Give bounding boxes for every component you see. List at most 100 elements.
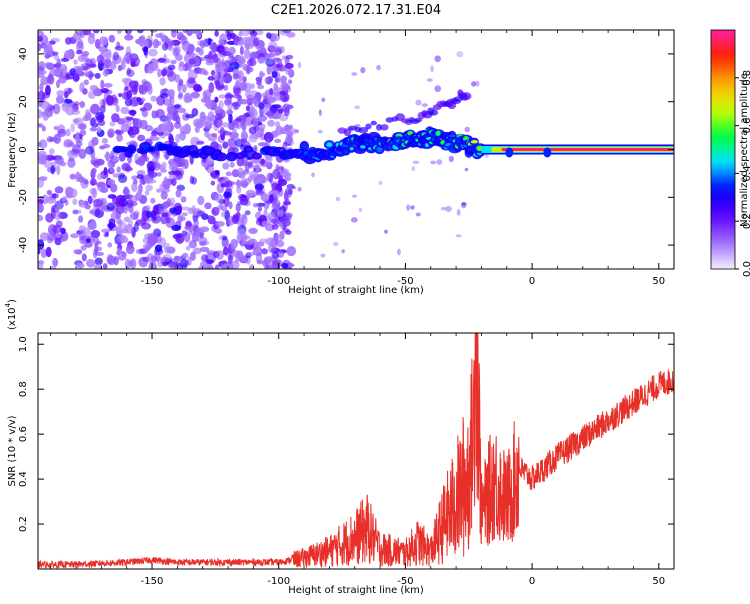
- spectrogram-noise-cell: [83, 79, 89, 86]
- spectrogram-noise-cell: [87, 195, 93, 205]
- spectrogram-tone-core: [501, 148, 674, 151]
- spectrogram-noise-cell: [456, 208, 461, 216]
- snr-panel: -150 -100 -50 0 50 0.2 0.4 0.6 0.8 1.0 Height of…: [4, 299, 675, 596]
- spectrogram-noise-cell: [199, 226, 210, 233]
- spectrogram-noise-cell: [245, 43, 254, 49]
- spectrogram-noise-cell: [58, 63, 68, 72]
- spectrogram-noise-cell: [89, 178, 97, 186]
- spectrogram-noise-cell: [96, 54, 104, 64]
- spectrogram-noise-cell: [196, 210, 205, 217]
- spectrogram-x-ticks: -150 -100 -50 0 50: [50, 30, 665, 287]
- spectrogram-noise-cell: [223, 84, 229, 91]
- spectrogram-noise-cell: [84, 108, 91, 120]
- spectrogram-dip: [505, 147, 514, 158]
- spectrogram-noise-cell: [87, 222, 97, 231]
- spectrogram-noise-cell: [173, 170, 182, 176]
- spectrogram-noise-cell: [241, 214, 248, 225]
- spectrogram-noise-cell: [254, 183, 265, 190]
- spectrogram-x-tick-label: 0: [529, 276, 535, 287]
- spectrogram-noise-cell: [42, 109, 50, 121]
- spectrogram-noise-cell: [288, 249, 294, 256]
- spectrogram-noise-cell: [215, 250, 224, 260]
- spectrogram-noise-cell: [85, 238, 91, 243]
- spectrogram-noise-cell: [247, 160, 254, 169]
- spectrogram-noise-cell: [78, 148, 87, 160]
- spectrogram-noise-cell: [249, 51, 259, 60]
- spectrogram-y-tick-label: 0: [18, 146, 29, 152]
- spectrogram-noise-cell: [484, 153, 489, 158]
- spectrogram-noise-cell: [218, 94, 226, 99]
- spectrogram-noise-cell: [265, 58, 276, 67]
- spectrogram-branch-cell: [370, 120, 377, 126]
- spectrogram-noise-cell: [44, 62, 53, 67]
- spectrogram-noise-cell: [378, 180, 383, 186]
- spectrogram-noise-cell: [265, 110, 274, 117]
- spectrogram-ridge-core: [326, 142, 333, 147]
- spectrogram-noise-cell: [67, 142, 75, 147]
- spectrogram-noise-cell: [94, 257, 103, 266]
- spectrogram-noise-cell: [38, 177, 45, 188]
- snr-x-ticks: -150 -100 -50 0 50: [50, 333, 665, 587]
- spectrogram-noise-cell: [102, 64, 109, 71]
- spectrogram-noise-cell: [240, 180, 248, 189]
- spectrogram-noise-cell: [265, 91, 270, 97]
- spectrogram-noise-cell: [275, 125, 283, 136]
- spectrogram-noise-cell: [255, 163, 261, 173]
- spectrogram-noise-cell: [120, 106, 130, 115]
- spectrogram-noise-cell: [162, 98, 172, 106]
- spectrogram-noise-cell: [455, 234, 462, 238]
- spectrogram-panel: -150 -100 -50 0 50 -40 -20 0 20 40 Height of str…: [7, 29, 675, 296]
- spectrogram-noise-cell: [53, 54, 60, 61]
- spectrogram-noise-cell: [360, 67, 366, 74]
- spectrogram-noise-cell: [461, 202, 467, 206]
- spectrogram-noise-cell: [203, 70, 209, 76]
- spectrogram-noise-cell: [230, 238, 237, 250]
- spectrogram-noise-cell: [141, 109, 149, 118]
- spectrogram-noise-cell: [161, 261, 169, 266]
- spectrogram-noise-cell: [124, 34, 134, 41]
- spectrogram-noise-cell: [249, 90, 258, 95]
- spectrogram-noise-cell: [38, 150, 48, 160]
- spectrogram-noise-cell: [163, 68, 168, 76]
- spectrogram-y-tick-label: 20: [18, 95, 29, 108]
- spectrogram-noise-cell: [225, 171, 233, 177]
- spectrogram-noise-cell: [411, 166, 416, 171]
- spectrogram-noise-cell: [47, 74, 55, 85]
- spectrogram-noise-cell: [38, 123, 44, 128]
- spectrogram-noise-cell: [82, 30, 92, 36]
- spectrogram-noise-cell: [236, 228, 247, 239]
- spectrogram-noise-cell: [255, 189, 264, 196]
- spectrogram-noise-cell: [145, 184, 154, 192]
- spectrogram-noise-cell: [241, 129, 247, 141]
- spectrogram-noise-cell: [109, 168, 114, 173]
- spectrogram-noise-cell: [126, 67, 132, 75]
- spectrogram-noise-cell: [210, 180, 216, 186]
- spectrogram-noise-cell: [268, 40, 278, 52]
- spectrogram-noise-cell: [87, 90, 96, 100]
- spectrogram-noise-cell: [38, 214, 44, 222]
- spectrogram-noise-cell: [145, 210, 152, 219]
- colorbar-tick-label: 0.8: [742, 70, 750, 86]
- snr-x-tick-label: -50: [397, 576, 413, 587]
- spectrogram-noise-cell: [260, 194, 270, 202]
- spectrogram-noise-cell: [56, 164, 61, 176]
- spectrogram-noise-cell: [159, 92, 169, 99]
- spectrogram-noise-cell: [67, 150, 73, 158]
- spectrogram-noise-cell: [63, 91, 69, 99]
- spectrogram-noise-cell: [84, 70, 92, 76]
- spectrogram-noise-cell: [176, 184, 186, 191]
- spectrogram-noise-cell: [180, 196, 187, 203]
- spectrogram-noise-cell: [222, 72, 233, 84]
- spectrogram-noise-cell: [182, 30, 188, 34]
- spectrogram-noise-cell: [117, 199, 125, 206]
- spectrogram-noise-cell: [185, 113, 195, 119]
- spectrogram-noise-cell: [215, 220, 225, 227]
- spectrogram-noise-cell: [116, 166, 121, 173]
- spectrogram-noise-cell: [277, 108, 284, 114]
- spectrogram-noise-cell: [187, 43, 195, 54]
- spectrogram-noise-cell: [235, 121, 243, 130]
- spectrogram-noise-cell: [75, 172, 82, 179]
- spectrogram-noise-cell: [89, 187, 97, 195]
- spectrogram-noise-cell: [165, 215, 171, 224]
- spectrogram-x-label: Height of straight line (km): [288, 285, 424, 296]
